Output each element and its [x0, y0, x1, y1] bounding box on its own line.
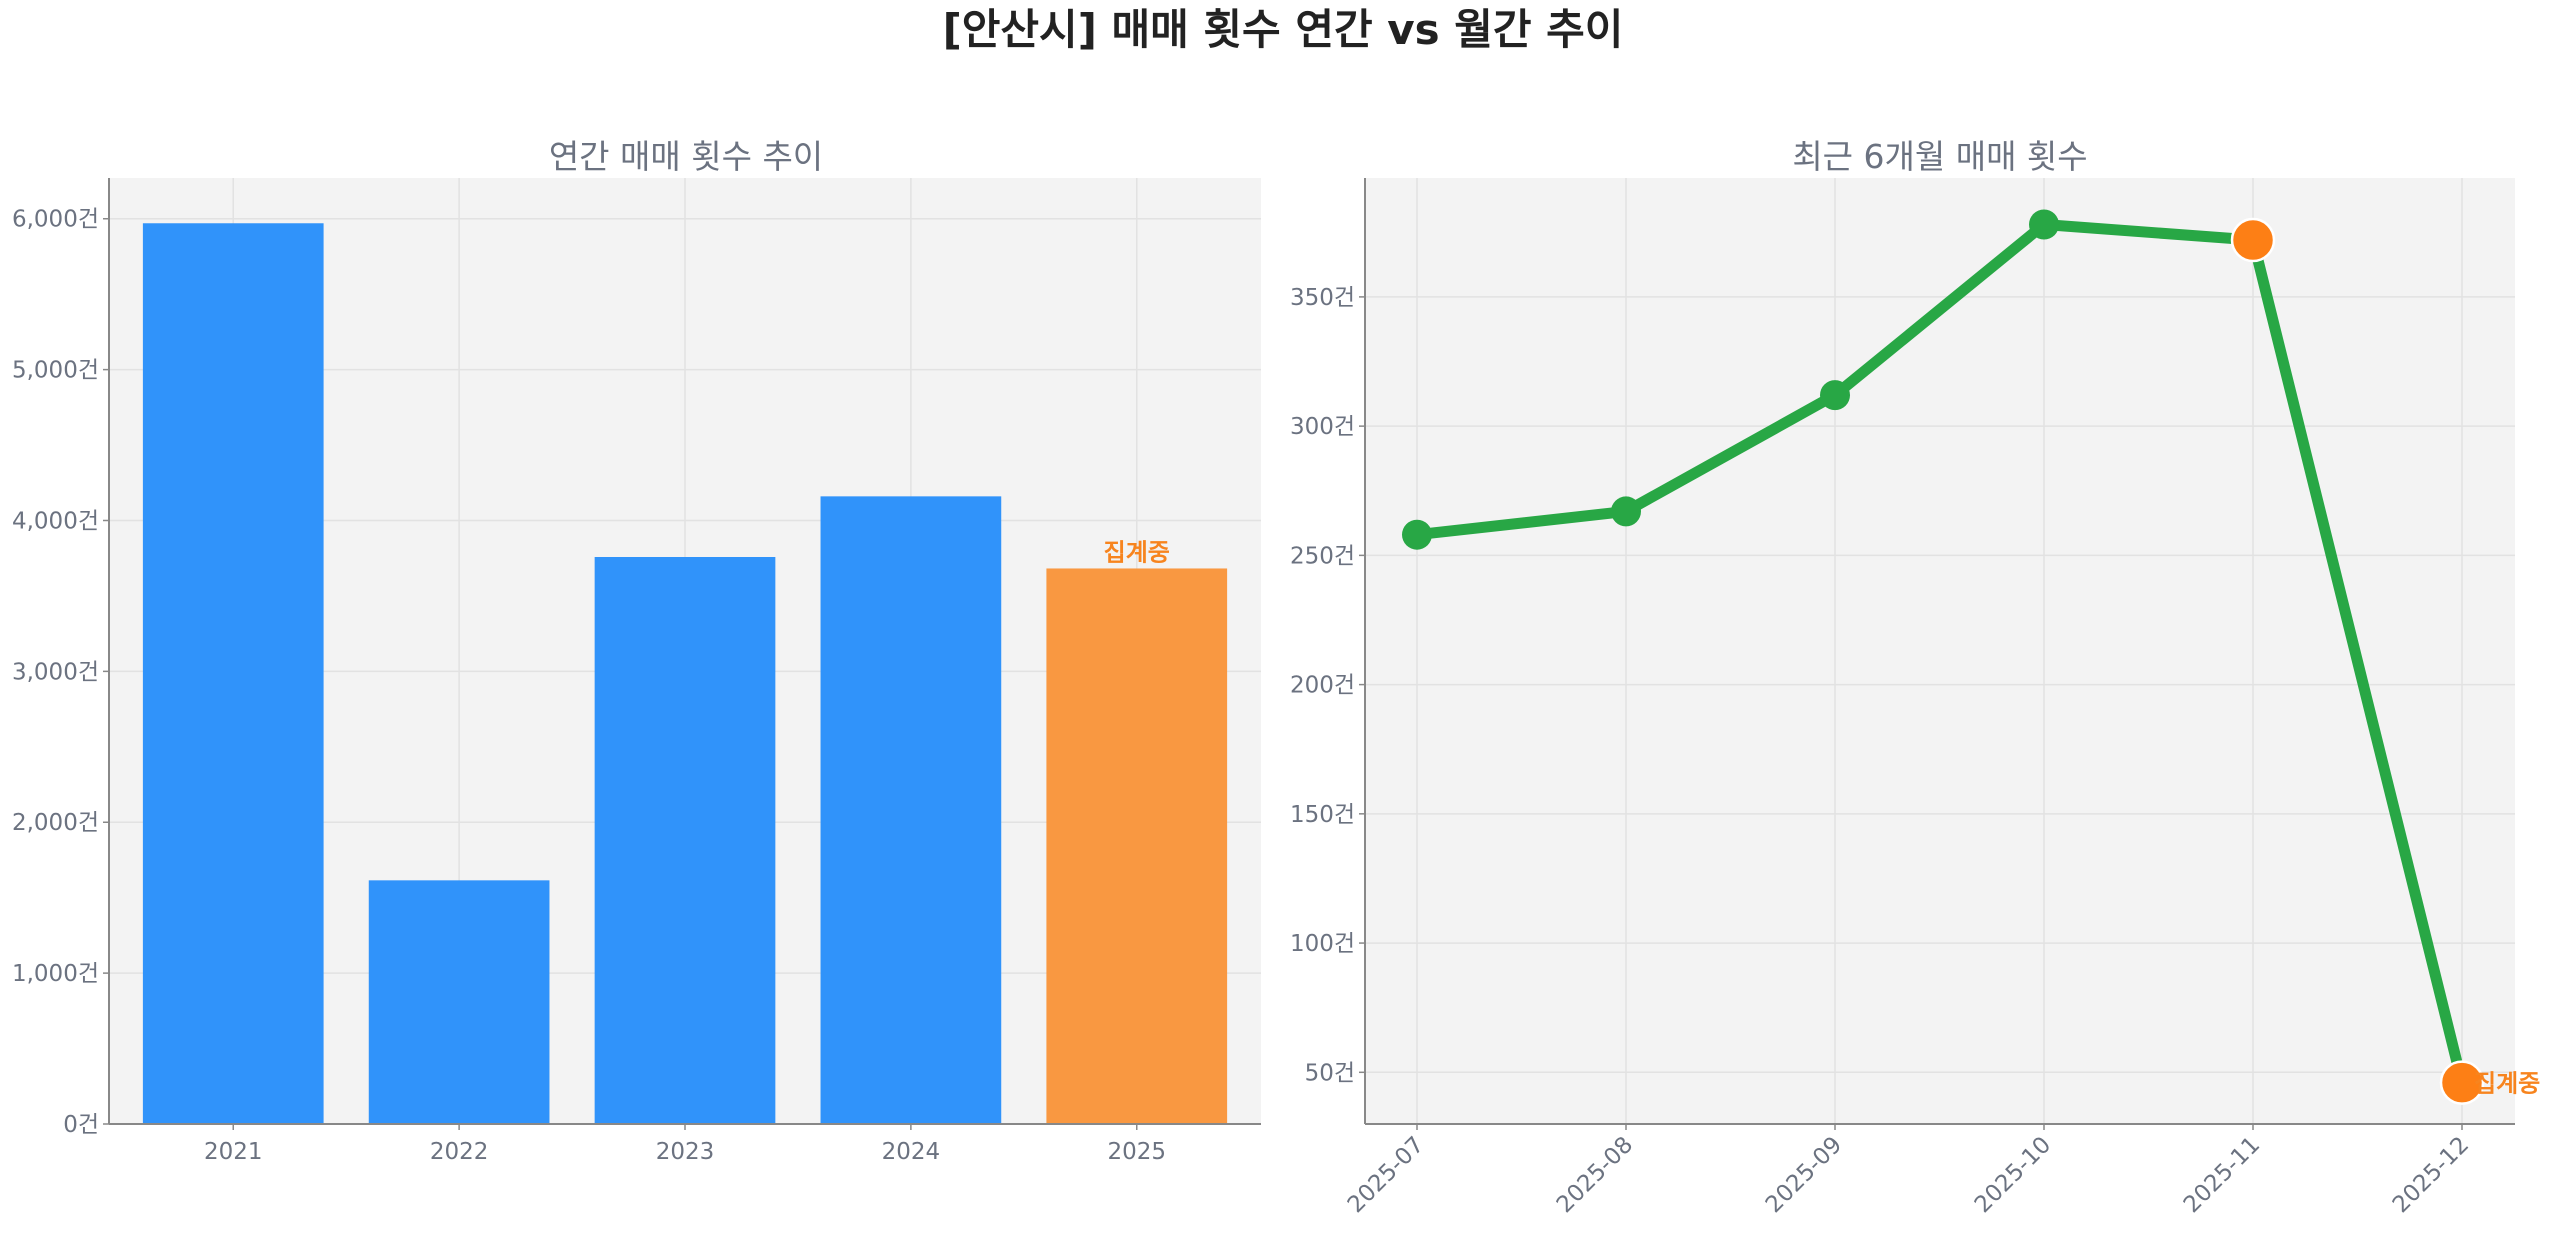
series-line: [1416, 219, 2468, 1084]
y-tick-label: 3,000건: [12, 659, 99, 685]
annual-bar-chart: 연간 매매 횟수 추이 0건 1,000건 2,000건 3,000건 4,000건 5,…: [12, 137, 1261, 1165]
bar-2021: [142, 223, 324, 1124]
y-tick-label: 50건: [1305, 1060, 1355, 1086]
y-tick-label: 1,000건: [12, 961, 99, 987]
y-tick-label: 2,000건: [12, 810, 99, 836]
point-2025-09: [1820, 380, 1850, 411]
x-tick-label: 2025-08: [1552, 1132, 1638, 1218]
x-tick-label: 2025-11: [2179, 1132, 2265, 1218]
y-tick-label: 300건: [1290, 414, 1355, 440]
x-tick-label: 2025-07: [1343, 1132, 1429, 1218]
figure-title: [안산시] 매매 횟수 연간 vs 월간 추이: [943, 5, 1624, 54]
monthly-chart-title: 최근 6개월 매매 횟수: [1792, 137, 2087, 176]
y-tick-label: 4,000건: [12, 508, 99, 534]
partial-annotation: 집계중: [2474, 1070, 2540, 1098]
x-tick-label: 2025-10: [1970, 1132, 2056, 1218]
y-tick-label: 350건: [1290, 285, 1355, 311]
annual-chart-title: 연간 매매 횟수 추이: [549, 137, 823, 176]
monthly-line-chart: 최근 6개월 매매 횟수 50건 100건 150건 200건 250건 300건 350건…: [1290, 137, 2540, 1218]
plot-area: [1365, 178, 2515, 1124]
bar-2023: [594, 557, 776, 1124]
x-tick-label: 2025-09: [1761, 1132, 1847, 1218]
x-tick-label: 2021: [204, 1139, 263, 1165]
point-partial-2025-11: [2230, 217, 2276, 263]
y-tick-label: 250건: [1290, 543, 1355, 569]
x-tick-label: 2022: [430, 1139, 489, 1165]
point-2025-10: [2029, 209, 2059, 240]
y-tick-label: 0건: [63, 1112, 99, 1138]
bar-2024: [820, 496, 1002, 1124]
y-tick-label: 6,000건: [12, 207, 99, 233]
partial-annotation: 집계중: [1104, 538, 1170, 566]
x-tick-label: 2025: [1107, 1139, 1166, 1165]
bar-2025: [1046, 568, 1228, 1124]
y-tick-label: 150건: [1290, 802, 1355, 828]
x-tick-label: 2025-12: [2388, 1132, 2474, 1218]
y-tick-label: 200건: [1290, 673, 1355, 699]
point-2025-08: [1611, 496, 1641, 527]
y-tick-label: 100건: [1290, 931, 1355, 957]
x-tick-label: 2023: [656, 1139, 715, 1165]
x-tick-label: 2024: [882, 1139, 941, 1165]
point-partial-2025-12: [2439, 1060, 2485, 1105]
bar-2022: [368, 880, 550, 1124]
y-tick-label: 5,000건: [12, 358, 99, 384]
point-2025-07: [1402, 519, 1432, 550]
